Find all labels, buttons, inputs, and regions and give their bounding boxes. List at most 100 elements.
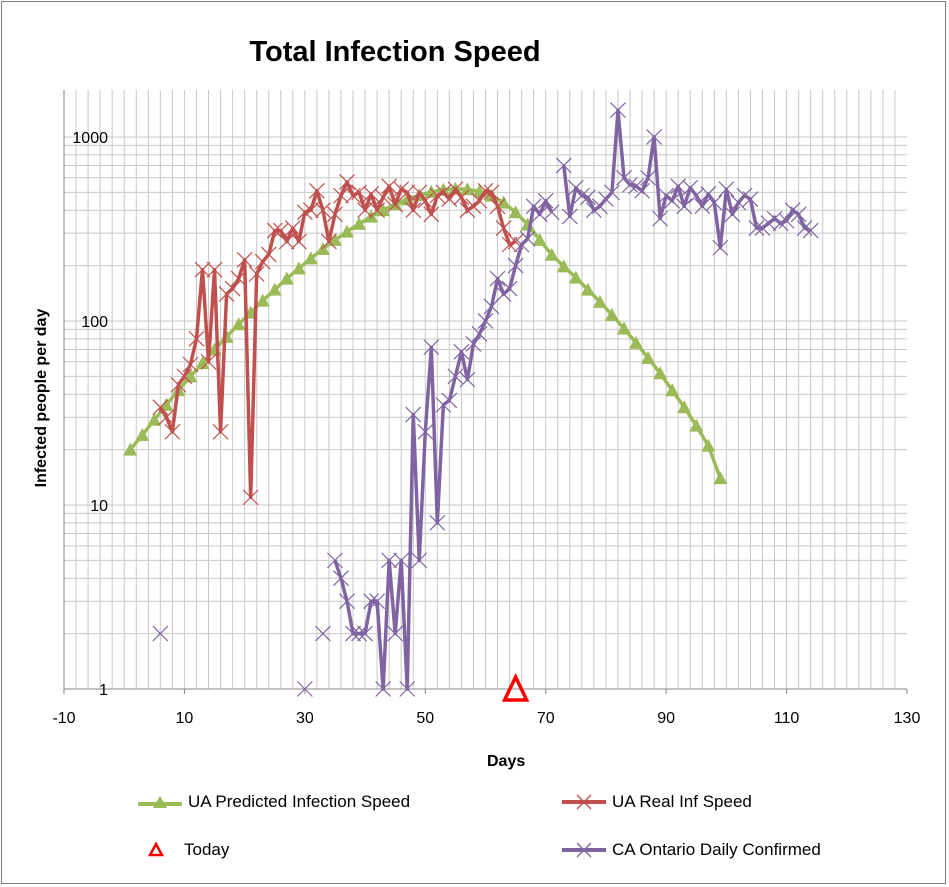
ontario-series-point [405,406,422,423]
predicted-series-point [532,232,547,246]
legend-marker-open-triangle-icon [148,841,165,857]
ontario-series-point [489,270,506,287]
predicted-series-point [629,335,644,349]
real-series-point [308,182,325,199]
real-series-point [296,204,313,221]
ontario-series-point [712,239,729,256]
ontario-series-point [519,230,536,247]
ontario-series-point [375,681,392,697]
ontario-series-point [314,625,331,642]
predicted-series-point [315,242,330,256]
ontario-series-point [351,625,367,642]
ontario-series-point [453,343,470,360]
real-series-point [321,233,337,250]
ontario-series-point [381,552,398,569]
ontario-series-point [399,681,416,697]
predicted-series-point [303,251,318,265]
legend-marker-x-icon [562,794,606,810]
real-series-point [314,202,331,219]
y-tick-label: 100 [81,314,108,331]
x-tick-label: 30 [296,710,314,727]
ontario-series-point [327,552,343,569]
ontario-series-point [730,194,747,211]
predicted-series-point [340,224,355,238]
ontario-series-point [369,593,386,610]
ontario-series-point [640,169,657,186]
real-series-point [447,181,464,198]
real-series-point [152,399,169,416]
real-series-point [176,368,193,385]
ontario-series-point [579,189,596,206]
real-series-point [254,253,271,270]
real-series-point [212,423,229,440]
predicted-series-point [653,366,668,380]
real-series-point [242,489,259,506]
ontario-series-point [555,157,572,174]
real-series-point [188,330,205,347]
ontario-series-point [573,187,590,204]
ontario-series-point [417,423,434,440]
x-tick-label: -10 [52,710,75,727]
legend-item-ontario: CA Ontario Daily Confirmed [562,840,821,860]
predicted-series-point [568,270,583,284]
x-tick-label: 10 [176,710,194,727]
ontario-series-point [802,222,819,239]
ontario-series-point [772,215,789,232]
ontario-series-point [754,220,771,236]
real-series-point [236,251,253,268]
predicted-series-point [424,184,439,198]
legend-item-today: Today [148,840,229,860]
ontario-series-point [634,182,650,199]
ontario-series-point [387,625,404,642]
predicted-series-point [713,471,728,485]
ontario-series-point [646,129,663,145]
ontario-series-point [706,194,723,211]
real-series-point [158,409,175,426]
ontario-series-point [339,593,355,610]
ontario-series-point [411,552,428,569]
ontario-series-point [591,198,608,215]
x-tick-label: 110 [774,710,800,727]
ontario-series-point [724,206,741,223]
real-series-point [381,178,398,195]
real-series-point [477,182,494,199]
ontario-series-point [393,552,410,569]
predicted-series-point [556,259,571,273]
ontario-series-point [459,371,476,388]
ontario-series-point [682,179,699,196]
predicted-series-point [641,350,656,364]
ontario-series-point [537,192,554,209]
ontario-series-point [622,176,638,193]
ontario-series-point [676,198,693,215]
x-tick-label: 70 [537,710,555,727]
ontario-series-point [471,326,488,342]
real-series-point [483,184,500,201]
legend-marker-triangle-icon [138,796,182,808]
x-axis-label: Days [487,753,526,770]
ontario-series-point [429,514,446,531]
ontario-series-point [357,625,373,642]
predicted-series-point [279,271,294,285]
ontario-series-point [441,392,458,409]
ontario-series-line [333,199,554,691]
ontario-series-point [610,102,626,119]
ontario-series-point [501,280,518,297]
real-series-point [369,202,386,219]
predicted-series-point [147,412,162,426]
real-series-point [327,206,343,223]
real-series-point [182,356,199,373]
real-series-point [164,423,181,440]
predicted-series-point [231,317,246,331]
real-series-point [333,187,349,204]
legend-item-predicted: UA Predicted Infection Speed [138,792,410,812]
x-tick-label: 90 [657,710,675,727]
ontario-series-point [296,681,313,697]
ontario-series-point [718,181,735,198]
ontario-series-point [790,206,807,223]
predicted-series-point [195,356,210,370]
predicted-series-point [592,294,607,308]
predicted-series-point [616,321,631,335]
ontario-series-point [507,257,524,274]
predicted-series-point [604,307,619,321]
predicted-series-point [460,182,475,196]
